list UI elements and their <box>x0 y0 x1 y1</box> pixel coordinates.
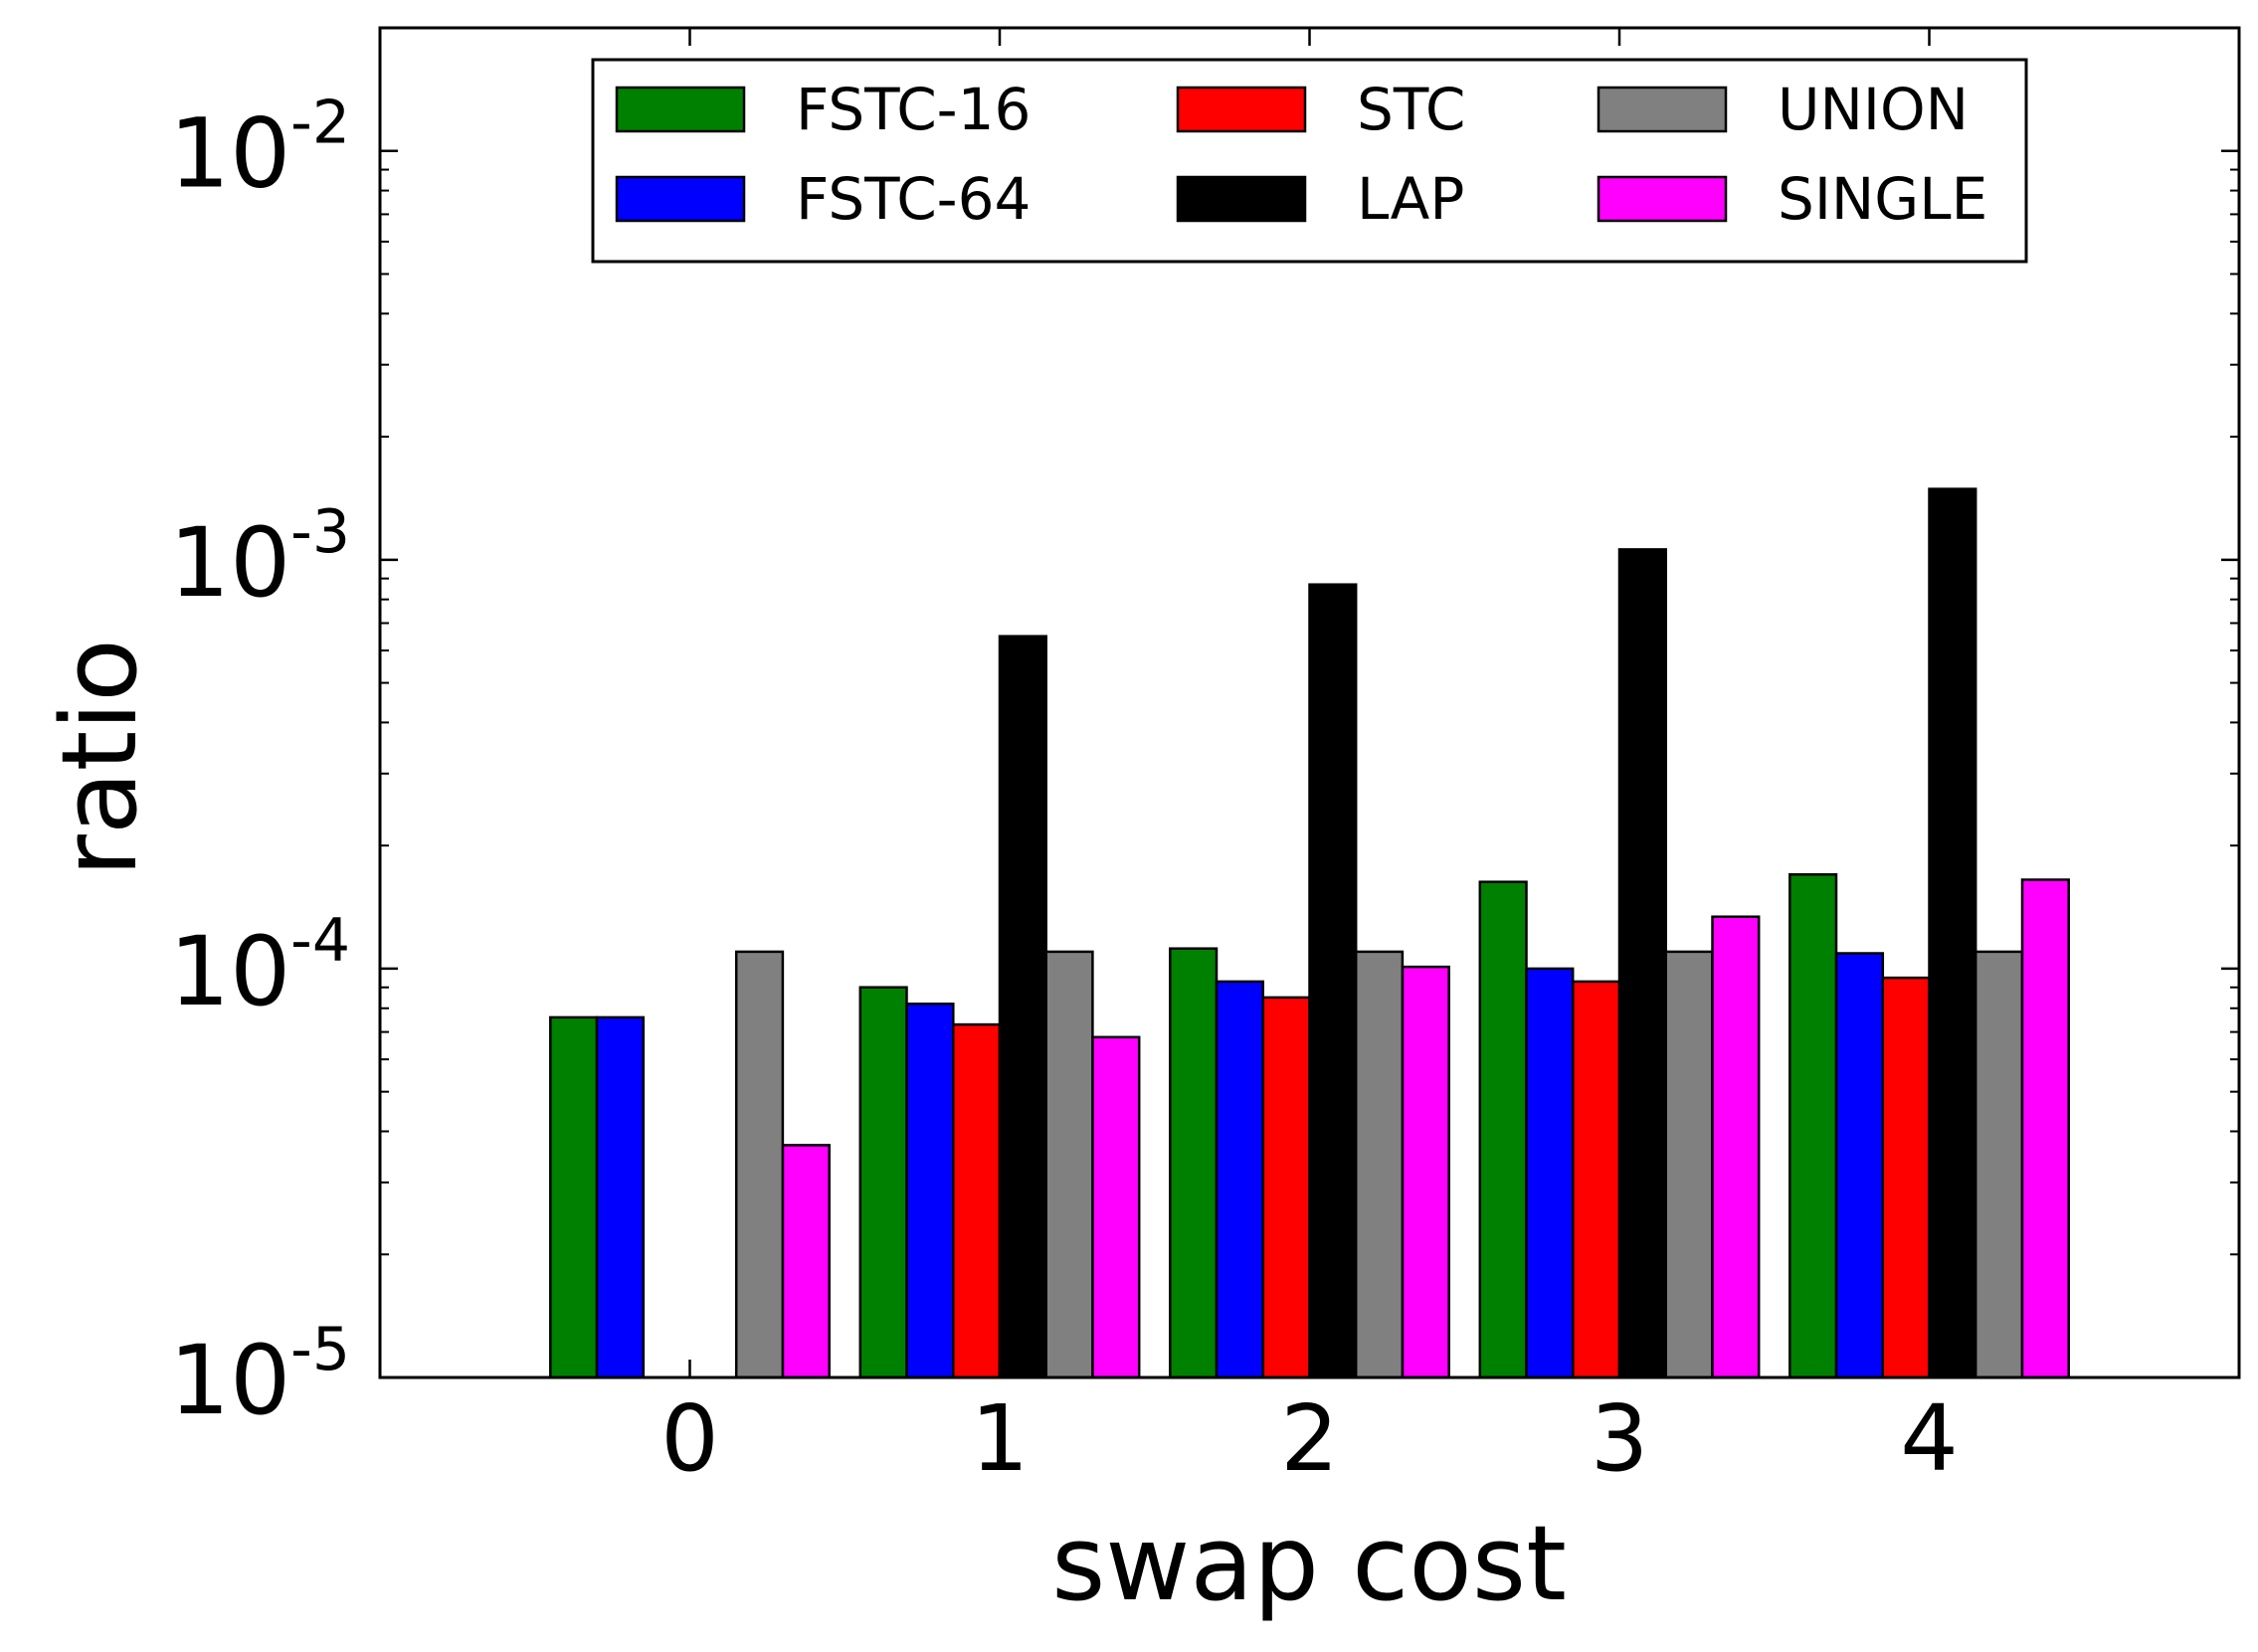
bar-fstc-16-1 <box>858 986 908 1379</box>
legend-swatch-union <box>1597 86 1728 133</box>
bars-layer <box>549 487 2070 1379</box>
y-axis-title: ratio <box>39 639 160 877</box>
legend-label-fstc-64: FSTC-64 <box>796 165 1031 233</box>
x-tick-label: 4 <box>1900 1385 1959 1492</box>
bar-fstc-16-4 <box>1788 872 1838 1379</box>
bar-union-2 <box>1354 950 1405 1379</box>
bar-lap-4 <box>1928 487 1977 1379</box>
bar-stc-4 <box>1881 976 1931 1379</box>
bar-stc-1 <box>952 1022 1002 1379</box>
y-tick-label: 10-3 <box>169 497 350 619</box>
legend-swatch-lap <box>1176 175 1307 223</box>
x-tick-label: 2 <box>1280 1385 1339 1492</box>
legend-label-lap: LAP <box>1357 165 1464 233</box>
bar-fstc-64-1 <box>905 1003 955 1379</box>
x-tick-label: 3 <box>1591 1385 1649 1492</box>
legend-label-stc: STC <box>1357 76 1465 143</box>
bar-single-0 <box>781 1144 831 1379</box>
bar-fstc-64-4 <box>1834 952 1885 1379</box>
x-tick-label: 0 <box>660 1385 719 1492</box>
bar-fstc-64-3 <box>1525 967 1575 1379</box>
y-tick-labels: 10-5 10-4 10-3 10-2 <box>169 89 350 1436</box>
bar-fstc-64-0 <box>595 1015 646 1379</box>
legend-label-union: UNION <box>1778 76 1969 143</box>
bar-union-1 <box>1044 950 1094 1379</box>
bar-stc-2 <box>1261 996 1311 1379</box>
bar-single-1 <box>1091 1035 1141 1379</box>
bar-fstc-64-2 <box>1215 980 1264 1379</box>
y-tick-label: 10-4 <box>169 906 350 1027</box>
legend-swatch-fstc-16 <box>615 86 746 133</box>
bar-fstc-16-3 <box>1478 880 1528 1379</box>
plot-frame <box>378 26 2241 1379</box>
legend-swatch-single <box>1597 175 1728 223</box>
bar-lap-1 <box>998 635 1047 1379</box>
bar-union-4 <box>1974 950 2024 1379</box>
bar-union-0 <box>734 950 785 1379</box>
legend-frame <box>591 58 2028 264</box>
bar-lap-2 <box>1308 583 1358 1379</box>
x-tick-labels: 0 1 2 3 4 <box>660 1385 1959 1492</box>
legend-label-single: SINGLE <box>1778 165 1987 233</box>
legend-swatch-stc <box>1176 86 1307 133</box>
bar-single-2 <box>1401 965 1450 1379</box>
x-tick-label: 1 <box>971 1385 1030 1492</box>
y-tick-label: 10-2 <box>169 89 350 210</box>
legend-swatch-fstc-64 <box>615 175 746 223</box>
bar-fstc-16-2 <box>1169 947 1219 1379</box>
bar-stc-3 <box>1572 980 1621 1379</box>
bar-union-3 <box>1664 950 1714 1379</box>
bar-lap-3 <box>1617 548 1667 1379</box>
bar-single-3 <box>1711 915 1761 1379</box>
legend-label-fstc-16: FSTC-16 <box>796 76 1031 143</box>
legend: FSTC-16 FSTC-64 STC LAP UNION SINGLE <box>591 58 2028 264</box>
y-tick-label: 10-5 <box>169 1315 350 1436</box>
bar-fstc-16-0 <box>549 1015 599 1379</box>
x-axis-title: swap cost <box>1051 1503 1567 1624</box>
bar-single-4 <box>2020 878 2070 1379</box>
